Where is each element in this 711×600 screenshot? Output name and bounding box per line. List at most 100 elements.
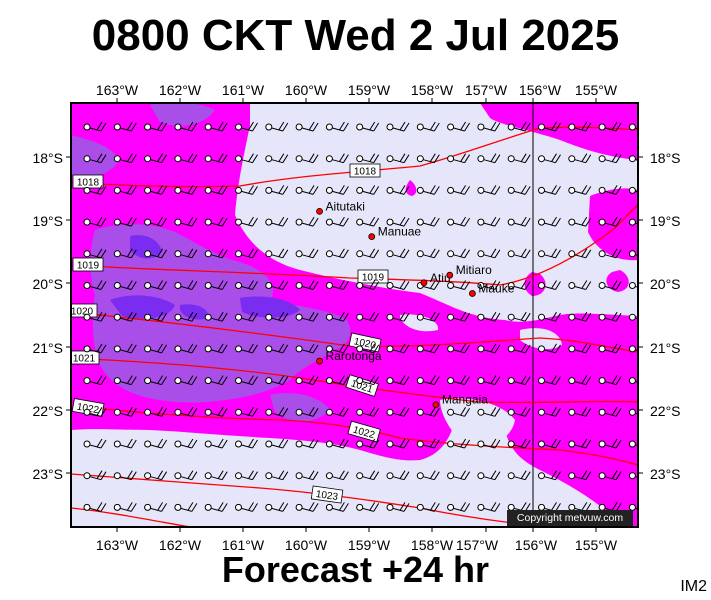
isobar-label: 1020 — [71, 303, 98, 318]
wind-barb — [83, 311, 107, 322]
wind-barb — [144, 153, 168, 164]
wind-barb — [83, 153, 107, 164]
island-marker: Mauke — [468, 282, 515, 297]
wind-barb — [598, 311, 622, 322]
wind-barb — [598, 280, 622, 290]
wind-barb — [568, 153, 592, 164]
rain-area-level3 — [240, 296, 300, 318]
lon-label: 158°W — [411, 82, 454, 98]
island-label: Rarotonga — [326, 349, 382, 363]
island-marker: Mangaia — [432, 393, 488, 409]
wind-barb — [113, 438, 137, 449]
wind-barb — [477, 470, 501, 481]
wind-barb — [235, 407, 258, 417]
wind-barb — [144, 185, 168, 195]
wind-barb — [538, 470, 561, 481]
lon-labels-top: 163°W 162°W 161°W 160°W 159°W 158°W 157°… — [96, 82, 618, 98]
wind-barb — [386, 502, 410, 512]
lon-label: 160°W — [285, 537, 328, 553]
wind-barb — [235, 216, 258, 227]
island-label: Manuae — [378, 225, 422, 239]
wind-barb — [416, 343, 440, 354]
wind-barb — [568, 121, 592, 132]
wind-barb — [204, 185, 228, 195]
wind-barb — [598, 216, 622, 227]
wind-barb — [477, 248, 501, 259]
wind-barb — [113, 280, 137, 290]
wind-barb — [507, 311, 531, 322]
wind-barb — [568, 343, 592, 354]
wind-barb — [295, 311, 319, 322]
clear-area — [400, 314, 439, 332]
wind-barb — [356, 280, 380, 290]
wind-barb — [416, 438, 440, 449]
wind-barb — [113, 216, 137, 227]
lat-label: 18°S — [32, 150, 63, 166]
wind-barb — [235, 280, 258, 290]
island-label: Aitutaki — [326, 199, 365, 213]
wind-barb — [598, 185, 622, 195]
rain-area-level3 — [180, 304, 209, 320]
wind-barb — [174, 407, 198, 417]
wind-barb — [447, 407, 471, 417]
wind-barb — [113, 311, 137, 322]
wind-barb — [325, 311, 349, 322]
lat-label: 18°S — [650, 150, 681, 166]
wind-barb — [235, 375, 258, 386]
wind-barb — [477, 438, 501, 449]
wind-barb — [174, 311, 198, 322]
isobar-label: 1023 — [310, 485, 344, 504]
wind-barb — [204, 311, 228, 322]
wind-barb — [477, 121, 501, 132]
lon-labels-bottom: 163°W 162°W 161°W 160°W 159°W 158°W 157°… — [96, 537, 618, 553]
lat-label: 22°S — [650, 403, 681, 419]
wind-barb — [295, 248, 319, 259]
wind-barb — [538, 248, 561, 259]
wind-barb — [477, 185, 501, 195]
wind-barb — [568, 470, 592, 481]
wind-barb — [538, 407, 561, 417]
islands: Aitutaki Manuae Atiu Mitiaro Mauke Rarotonga M… — [316, 199, 515, 409]
island-marker: Manuae — [368, 225, 422, 241]
wind-barb — [144, 121, 168, 132]
wind-barb — [356, 375, 380, 386]
isobar-label-text: 1023 — [315, 489, 339, 503]
wind-barb — [144, 407, 168, 417]
lon-label: 156°W — [519, 82, 562, 98]
wind-barb — [477, 343, 501, 354]
wind-barb — [83, 280, 107, 290]
wind-barb — [507, 280, 531, 290]
wind-barb — [265, 280, 289, 290]
lon-label: 156°W — [515, 537, 558, 553]
wind-barb — [325, 407, 349, 417]
wind-barb — [204, 280, 228, 290]
wind-barb — [144, 438, 168, 449]
wind-barb — [235, 311, 258, 322]
lat-label: 23°S — [650, 466, 681, 482]
wind-barb — [83, 375, 107, 386]
wind-barb — [568, 185, 592, 195]
isobar-label: 1018 — [72, 174, 104, 189]
wind-barb — [204, 216, 228, 227]
lat-label: 20°S — [650, 276, 681, 292]
wind-barb — [113, 343, 137, 354]
wind-barb — [386, 470, 410, 481]
map-frame — [70, 102, 639, 528]
wind-barb — [204, 407, 228, 417]
wind-barb — [204, 438, 228, 449]
wind-barb — [447, 153, 471, 164]
wind-barb — [235, 121, 258, 132]
wind-barb — [325, 153, 349, 164]
wind-barb — [295, 216, 319, 227]
wind-barb — [538, 343, 561, 354]
wind-barb — [356, 153, 380, 164]
wind-barb — [113, 375, 137, 386]
wind-barb — [113, 248, 137, 259]
lon-label: 163°W — [96, 537, 139, 553]
wind-barb — [416, 153, 440, 164]
isobar-1022 — [71, 405, 638, 466]
wind-barb — [538, 185, 561, 195]
wind-barb — [356, 470, 380, 481]
wind-barb — [174, 280, 198, 290]
plot-area: 1018 1018 1019 1019 1020 1020 1021 1021 … — [71, 103, 638, 527]
